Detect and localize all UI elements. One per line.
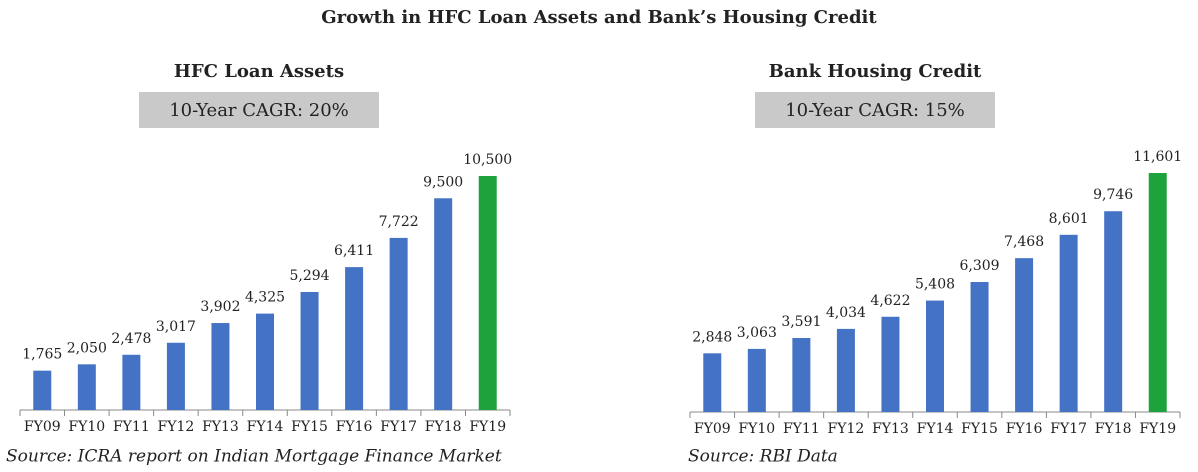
- value-label: 4,622: [870, 293, 910, 309]
- bar: [33, 370, 52, 410]
- value-label: 7,468: [1004, 234, 1044, 250]
- bar: [122, 354, 141, 410]
- x-tick-label: FY10: [738, 421, 775, 437]
- subtitle-box: [755, 92, 995, 128]
- bar: [1059, 234, 1078, 412]
- value-label: 6,309: [959, 258, 999, 274]
- chart-subtitle: 10-Year CAGR: 15%: [785, 100, 965, 121]
- value-label: 3,902: [200, 299, 240, 315]
- x-tick-label: FY16: [1006, 421, 1043, 437]
- value-label: 10,500: [463, 152, 512, 168]
- x-tick-label: FY11: [783, 421, 820, 437]
- value-label: 2,848: [692, 329, 732, 345]
- x-tick-label: FY15: [961, 421, 998, 437]
- x-tick-label: FY15: [291, 419, 328, 435]
- chart-title: HFC Loan Assets: [174, 61, 344, 82]
- chart-subtitle: 10-Year CAGR: 20%: [169, 100, 349, 121]
- x-tick-label: FY18: [425, 419, 462, 435]
- bar: [1015, 258, 1034, 412]
- x-tick-label: FY12: [158, 419, 195, 435]
- bar: [300, 292, 319, 410]
- bar: [970, 282, 989, 412]
- bar: [792, 338, 811, 412]
- x-tick-label: FY13: [872, 421, 909, 437]
- value-label: 1,765: [22, 347, 62, 363]
- value-label: 3,017: [156, 319, 196, 335]
- bar: [77, 364, 96, 410]
- x-tick-label: FY09: [694, 421, 731, 437]
- value-label: 3,063: [737, 325, 777, 341]
- subtitle-box: [139, 92, 379, 128]
- value-label: 11,601: [1133, 149, 1182, 165]
- bar: [389, 237, 408, 410]
- x-tick-label: FY12: [828, 421, 865, 437]
- x-tick-label: FY18: [1095, 421, 1132, 437]
- value-label: 8,601: [1049, 211, 1089, 227]
- bar: [703, 353, 722, 412]
- value-label: 5,408: [915, 277, 955, 293]
- x-tick-label: FY11: [113, 419, 150, 435]
- value-label: 7,722: [379, 214, 419, 230]
- x-tick-label: FY19: [469, 419, 506, 435]
- value-label: 4,034: [826, 305, 866, 321]
- source-note: Source: ICRA report on Indian Mortgage F…: [6, 447, 502, 467]
- bar: [211, 323, 230, 410]
- bar: [256, 313, 274, 410]
- value-label: 9,500: [423, 174, 463, 190]
- bar: [166, 342, 185, 410]
- bar: [434, 198, 453, 410]
- bar: [478, 176, 497, 410]
- x-tick-label: FY19: [1139, 421, 1176, 437]
- value-label: 2,050: [67, 340, 107, 356]
- bar: [836, 328, 855, 412]
- value-label: 3,591: [781, 314, 821, 330]
- bar: [926, 300, 944, 412]
- chart-title: Bank Housing Credit: [769, 61, 982, 82]
- page-title: Growth in HFC Loan Assets and Bank’s Hou…: [321, 7, 877, 28]
- bar: [1104, 211, 1123, 412]
- x-tick-label: FY17: [1050, 421, 1087, 437]
- bar: [1148, 173, 1167, 412]
- value-label: 5,294: [289, 268, 329, 284]
- bar: [345, 267, 364, 410]
- bar: [881, 316, 900, 412]
- x-tick-label: FY10: [68, 419, 105, 435]
- bar: [747, 348, 766, 412]
- x-tick-label: FY09: [24, 419, 61, 435]
- x-tick-label: FY14: [247, 419, 284, 435]
- value-label: 2,478: [111, 331, 151, 347]
- x-tick-label: FY17: [380, 419, 417, 435]
- value-label: 6,411: [334, 243, 374, 259]
- value-label: 9,746: [1093, 187, 1133, 203]
- x-tick-label: FY14: [917, 421, 954, 437]
- value-label: 4,325: [245, 290, 285, 306]
- x-tick-label: FY16: [336, 419, 373, 435]
- x-tick-label: FY13: [202, 419, 239, 435]
- source-note: Source: RBI Data: [688, 447, 838, 467]
